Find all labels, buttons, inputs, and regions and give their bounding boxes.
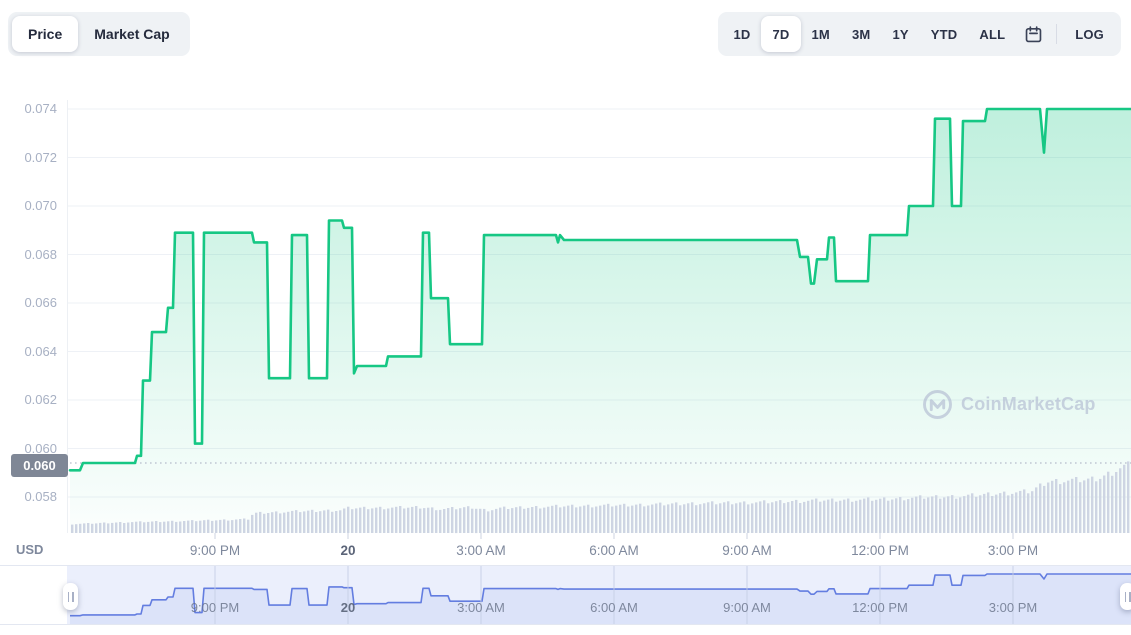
navigator-axis-label: 20 <box>340 600 356 615</box>
y-axis-label: 0.070 <box>24 198 57 213</box>
x-axis-label: 6:00 AM <box>589 543 639 558</box>
tab-price[interactable]: Price <box>12 16 79 52</box>
navigator-axis-label: 9:00 PM <box>190 600 240 615</box>
y-axis-label: 0.060 <box>24 440 57 456</box>
calendar-icon <box>1025 25 1042 42</box>
range-7d[interactable]: 7D <box>761 16 801 52</box>
toolbar-divider <box>1056 24 1058 44</box>
range-1d[interactable]: 1D <box>722 16 761 52</box>
x-axis-label: 3:00 AM <box>456 543 506 558</box>
navigator-axis-label: 6:00 AM <box>590 600 638 615</box>
navigator-canvas[interactable] <box>0 565 1131 625</box>
navigator-axis-label: 12:00 PM <box>852 600 908 615</box>
navigator-left-handle[interactable] <box>63 583 78 610</box>
log-scale-button[interactable]: LOG <box>1062 16 1117 52</box>
price-line <box>68 107 1131 472</box>
x-axis-label: 3:00 PM <box>987 543 1039 558</box>
range-3m[interactable]: 3M <box>841 16 881 52</box>
navigator-axis-label: 3:00 AM <box>457 600 505 615</box>
navigator-axis-label: 9:00 AM <box>723 600 771 615</box>
range-1m[interactable]: 1M <box>801 16 841 52</box>
x-axis-label: 12:00 PM <box>851 543 909 558</box>
open-price-badge: 0.060 <box>11 454 68 477</box>
y-axis-label: 0.058 <box>24 489 57 504</box>
range-1y[interactable]: 1Y <box>881 16 919 52</box>
x-axis-label: 20 <box>340 543 356 558</box>
navigator-axis-label: 3:00 PM <box>988 600 1038 615</box>
tab-market-cap[interactable]: Market Cap <box>78 16 185 52</box>
y-axis-label: 0.066 <box>24 295 57 310</box>
y-axis-label: 0.068 <box>24 246 57 262</box>
range-selector: 1D 7D 1M 3M 1Y YTD ALL LOG <box>718 12 1121 56</box>
volume-bars <box>71 461 1130 534</box>
x-axis-label: 9:00 PM <box>189 543 241 558</box>
x-axis-label: 9:00 AM <box>722 543 772 558</box>
range-ytd[interactable]: YTD <box>920 16 969 52</box>
calendar-button[interactable] <box>1016 16 1051 52</box>
y-axis-label: 0.072 <box>24 149 57 165</box>
y-axis-label: 0.074 <box>24 101 57 116</box>
range-all[interactable]: ALL <box>968 16 1016 52</box>
price-marketcap-toggle: Price Market Cap <box>8 12 190 56</box>
navigator-right-handle[interactable] <box>1120 583 1131 610</box>
x-axis-ticks <box>214 533 1014 539</box>
y-axis-label: 0.064 <box>24 343 57 359</box>
price-area-series <box>70 109 1131 533</box>
y-axis-label: 0.062 <box>24 392 57 407</box>
currency-label: USD <box>16 542 44 557</box>
